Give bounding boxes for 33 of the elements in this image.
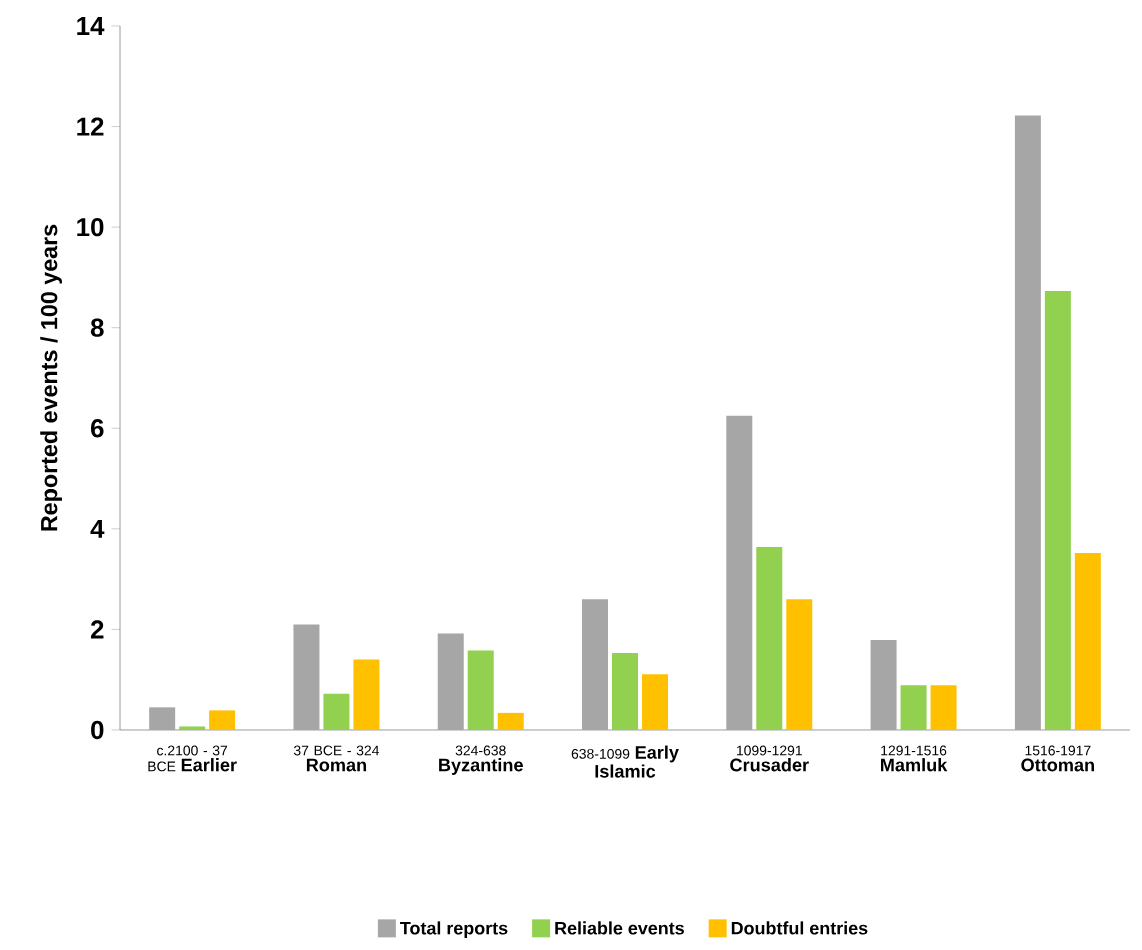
bar (786, 599, 813, 730)
bar (323, 693, 350, 730)
bar (1014, 115, 1041, 730)
y-axis-title: Reported events / 100 years (40, 224, 62, 531)
legend-label: Total reports (400, 921, 508, 939)
legend-label: Reliable events (555, 921, 684, 935)
bar (149, 707, 176, 730)
bar (497, 712, 524, 730)
bar (756, 546, 783, 730)
y-tick-label: 12 (77, 117, 104, 136)
y-tick-label: 8 (90, 318, 104, 337)
bar (612, 653, 638, 730)
bar (1074, 552, 1101, 730)
bar (437, 633, 464, 730)
y-tick-label: 4 (90, 519, 105, 538)
bar (582, 599, 609, 730)
bar (209, 710, 236, 730)
bar (870, 639, 897, 730)
bar (467, 650, 494, 730)
legend-label: Doubtful entries (731, 921, 868, 935)
bar (641, 674, 668, 730)
y-tick-label: 10 (77, 217, 104, 237)
x-tick-label: 638-1099 Early Islamic (571, 745, 679, 778)
bar (293, 624, 320, 730)
bar (353, 659, 380, 730)
y-tick-label: 2 (90, 620, 104, 639)
bar (900, 685, 927, 730)
y-tick-label: 6 (91, 419, 104, 438)
y-tick-label: 14 (77, 17, 105, 35)
bar (1044, 290, 1071, 730)
bar (726, 415, 753, 730)
y-tick-label: 0 (91, 720, 104, 740)
bar (930, 685, 957, 730)
